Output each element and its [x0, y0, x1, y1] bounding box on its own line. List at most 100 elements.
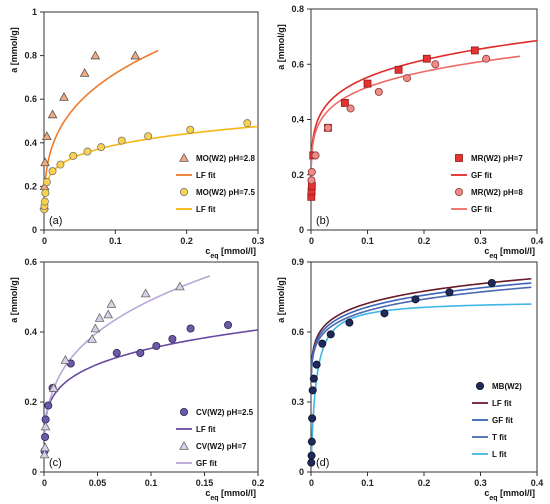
y-tick-label: 0.9	[291, 257, 304, 267]
data-point	[48, 382, 59, 392]
legend: CV(W2) pH=2.5 LF fit CV(W2) pH=7 GF fit	[176, 407, 254, 468]
data-point	[90, 323, 101, 333]
legend-marker	[179, 407, 188, 416]
y-tick-label: 0.8	[24, 51, 37, 61]
y-tick-label: 0.6	[24, 94, 37, 104]
data-point	[323, 123, 332, 132]
fit-line-2	[311, 277, 532, 373]
legend-marker	[475, 381, 484, 390]
data-point	[243, 119, 252, 128]
data-point	[308, 386, 317, 395]
y-tick-label: 0.6	[291, 327, 304, 337]
data-point	[186, 324, 195, 333]
legend-label: MR(W2) pH=8	[471, 188, 523, 197]
data-point	[94, 312, 105, 322]
x-tick-label: 0.2	[418, 236, 431, 246]
legend-marker	[179, 152, 189, 162]
panel-label: (d)	[316, 457, 329, 469]
data-point	[41, 188, 50, 197]
y-tick-label: 0	[32, 225, 37, 235]
y-tick-label: 0.2	[291, 170, 304, 180]
data-point	[307, 437, 316, 446]
x-axis-label: ceq [mmol/l]	[484, 246, 535, 260]
y-axis-label: a [mmol/g]	[9, 277, 19, 323]
y-tick-label: 0.8	[291, 4, 304, 14]
data-point	[48, 167, 57, 176]
fit-line-4	[311, 286, 532, 378]
x-tick-label: 0.2	[180, 236, 193, 246]
data-point	[307, 176, 316, 185]
x-tick-label: 0.4	[531, 478, 544, 488]
legend-label: MR(W2) pH=7	[471, 154, 523, 163]
y-tick-label: 0	[299, 467, 304, 477]
data-point	[79, 68, 90, 77]
data-point	[307, 451, 316, 460]
data-point	[112, 348, 121, 357]
legend: MO(W2) pH=2.8 LF fit MO(W2) pH=7.5 LF fit	[176, 152, 255, 214]
data-point	[326, 330, 335, 339]
legend-label: T fit	[492, 433, 507, 442]
panel-label: (a)	[49, 215, 62, 227]
data-point	[346, 104, 355, 113]
fit-line-3	[311, 282, 532, 375]
x-tick-label: 0	[42, 478, 47, 488]
data-point	[309, 374, 318, 383]
x-tick-label: 0.1	[109, 236, 122, 246]
chart-panel-2: 0 0.2 0.4 0.6 0.8 0 0.1 0.2 0.3 0.4 a [mmol/g] ceq …	[276, 4, 543, 260]
data-point	[44, 401, 53, 410]
x-tick-label: 0.15	[196, 478, 214, 488]
x-tick-label: 0.2	[418, 478, 431, 488]
data-point	[39, 449, 50, 459]
legend-label: MO(W2) pH=7.5	[196, 188, 255, 197]
data-point	[136, 348, 145, 357]
legend-label: LF fit	[196, 171, 216, 180]
data-point	[117, 136, 126, 145]
x-axis-label: ceq [mmol/l]	[484, 488, 535, 502]
y-axis-label: a [mmol/g]	[276, 24, 286, 70]
x-tick-label: 0.3	[474, 236, 487, 246]
x-tick-label: 0.3	[252, 236, 265, 246]
data-point	[90, 50, 101, 60]
legend-label: L fit	[492, 450, 507, 459]
fit-line-4	[311, 55, 521, 168]
legend-marker	[454, 187, 463, 196]
data-point	[224, 320, 233, 329]
data-point	[380, 309, 389, 318]
point-series-1	[307, 278, 496, 467]
panel-label: (c)	[49, 457, 62, 469]
data-point	[470, 46, 479, 55]
data-point	[422, 54, 431, 63]
data-point	[41, 131, 52, 141]
x-tick-label: 0.2	[252, 478, 265, 488]
data-point	[186, 125, 195, 134]
data-point	[411, 295, 420, 304]
data-point	[345, 318, 354, 327]
legend-label: LF fit	[492, 399, 512, 408]
data-point	[482, 54, 491, 63]
data-point	[40, 421, 51, 431]
data-point	[41, 432, 50, 441]
point-series-3	[39, 281, 185, 459]
legend-marker	[179, 440, 189, 450]
y-tick-label: 0.3	[291, 397, 304, 407]
y-tick-label: 0.2	[24, 397, 37, 407]
legend: MB(W2) LF fit GF fit T fit L fit	[472, 381, 522, 459]
data-point	[59, 91, 69, 101]
data-point	[307, 167, 316, 176]
data-point	[130, 50, 141, 60]
data-point	[487, 278, 496, 287]
x-axis-label: ceq [mmol/l]	[205, 488, 256, 502]
data-point	[403, 74, 412, 83]
data-point	[307, 458, 316, 467]
data-point	[175, 281, 185, 291]
legend-label: GF fit	[471, 171, 492, 180]
x-tick-label: 0	[309, 236, 314, 246]
y-tick-label: 0.6	[291, 59, 304, 69]
data-point	[40, 157, 50, 167]
x-tick-label: 0.05	[89, 478, 107, 488]
y-tick-label: 0.4	[24, 327, 37, 337]
fit-line-2	[311, 39, 537, 166]
legend-marker	[179, 187, 188, 196]
panel-label: (b)	[316, 215, 329, 227]
point-series-1	[39, 50, 141, 210]
